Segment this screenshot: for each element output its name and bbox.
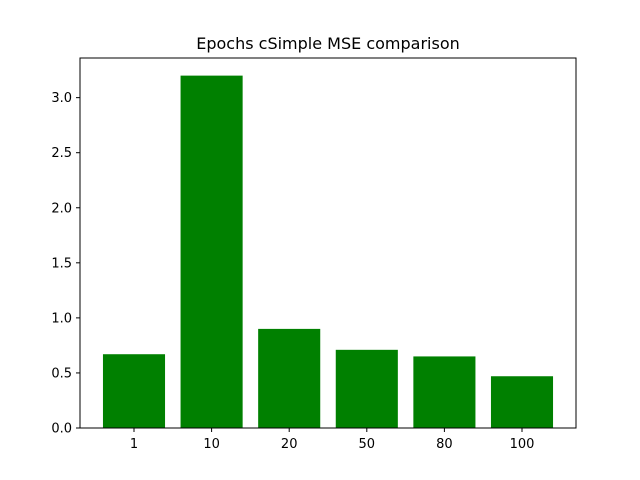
bar-10	[180, 75, 243, 429]
y-tick-label: 2.5	[51, 146, 72, 161]
x-tick-label: 80	[436, 437, 453, 452]
bars-layer	[102, 75, 554, 429]
x-tick-label: 1	[130, 437, 138, 452]
y-tick-label: 0.5	[51, 366, 72, 381]
bar-20	[258, 328, 321, 428]
bar-50	[335, 349, 398, 428]
bar-1	[102, 354, 166, 428]
bar-80	[413, 356, 476, 428]
bar-100	[490, 376, 554, 428]
chart-title: Epochs cSimple MSE comparison	[196, 34, 460, 53]
x-tick-label: 50	[359, 437, 376, 452]
x-tick-label: 100	[510, 437, 535, 452]
y-tick-label: 0.0	[51, 422, 72, 437]
plot-frame	[79, 57, 577, 429]
x-axis: 1 10 20 50 80 100	[130, 428, 535, 452]
x-tick-label: 20	[281, 437, 298, 452]
y-tick-label: 3.0	[51, 91, 72, 106]
y-tick-label: 1.5	[51, 256, 72, 271]
x-tick-label: 10	[203, 437, 220, 452]
y-tick-label: 1.0	[51, 311, 72, 326]
y-axis: 0.0 0.5 1.0 1.5 2.0 2.5 3.0	[51, 91, 80, 437]
y-tick-label: 2.0	[51, 201, 72, 216]
